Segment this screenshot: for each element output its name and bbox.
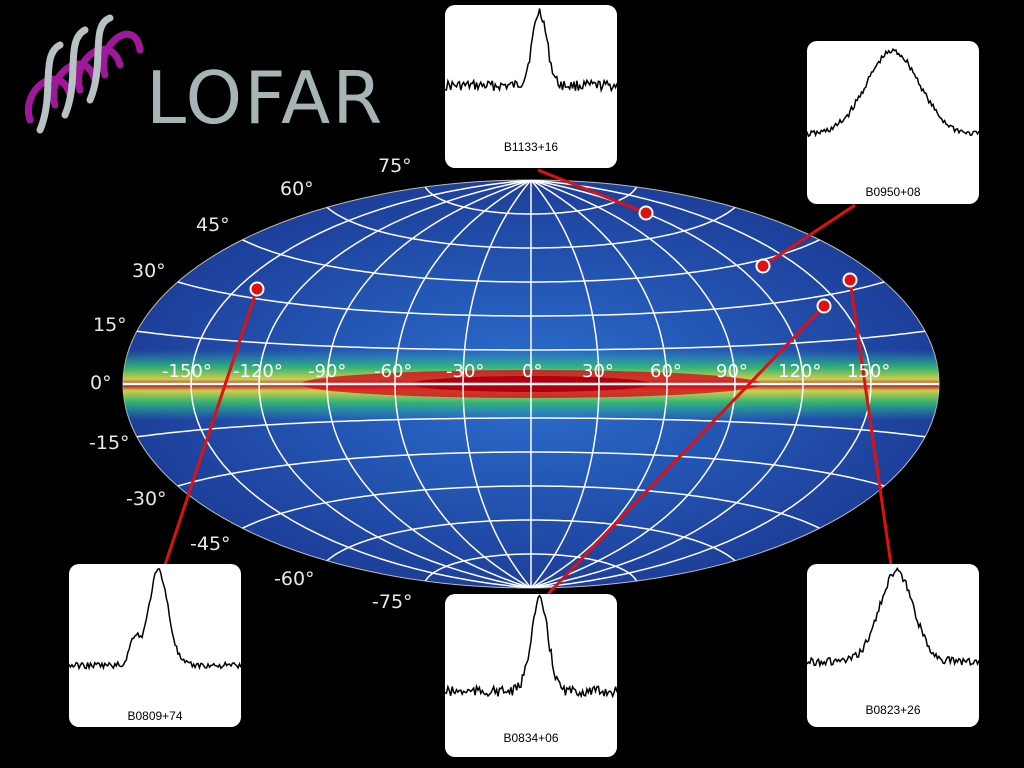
lat-label-m15: -15° — [89, 432, 130, 454]
connector-line — [546, 304, 826, 596]
lat-label-60: 60° — [280, 178, 314, 200]
pulse-profile-inset: B0823+26 — [807, 564, 979, 727]
lon-label-150: 150° — [847, 361, 891, 382]
lat-label-0: 0° — [90, 372, 112, 394]
pulsar-name: B1133+16 — [503, 140, 559, 154]
lon-label-90: 90° — [716, 361, 748, 382]
lon-label-m90: -90° — [308, 361, 347, 382]
pulse-profile-trace — [807, 567, 979, 669]
longitude-gridline — [530, 180, 600, 588]
pulsar-marker — [842, 272, 858, 288]
pulsar-marker — [638, 205, 654, 221]
pulsar-connectors — [163, 168, 893, 596]
lon-label-120: 120° — [778, 361, 822, 382]
lat-label-45: 45° — [196, 214, 230, 236]
lon-label-m150: -150° — [162, 361, 212, 382]
pulse-profile-inset: B0834+06 — [445, 594, 617, 757]
lon-label-m120: -120° — [233, 361, 283, 382]
pulsar-marker — [755, 258, 771, 274]
longitude-gridline — [530, 180, 668, 588]
longitude-gridline — [258, 180, 532, 588]
lon-label-m30: -30° — [446, 361, 485, 382]
lat-label-15: 15° — [93, 314, 127, 336]
lon-label-30: 30° — [582, 361, 614, 382]
longitude-gridline — [530, 180, 736, 588]
pulsar-name: B0950+08 — [865, 185, 921, 199]
lat-label-30: 30° — [132, 260, 166, 282]
longitude-gridline — [530, 180, 804, 588]
lat-label-m30: -30° — [126, 488, 167, 510]
pulsar-marker — [249, 281, 265, 297]
pulsar-name: B0834+06 — [503, 731, 559, 745]
pulsar-marker — [816, 298, 832, 314]
connector-line — [163, 288, 259, 566]
longitude-gridline — [462, 180, 532, 588]
connector-line — [848, 279, 893, 566]
pulse-profile-trace — [807, 47, 979, 138]
lat-label-75: 75° — [378, 155, 412, 177]
lon-label-60: 60° — [650, 361, 682, 382]
longitude-gridline — [530, 180, 872, 588]
lon-label-m60: -60° — [374, 361, 413, 382]
pulse-profile-trace — [445, 8, 617, 94]
pulse-profile-inset: B0809+74 — [69, 564, 241, 727]
longitude-gridline — [326, 180, 532, 588]
longitude-gridline — [394, 180, 532, 588]
pulse-profile-trace — [69, 568, 241, 671]
longitude-gridline — [190, 180, 532, 588]
pulse-profile-inset: B0950+08 — [807, 41, 979, 204]
connector-line — [762, 203, 856, 268]
lat-label-m45: -45° — [190, 533, 231, 555]
pulsar-name: B0809+74 — [127, 709, 183, 723]
lat-label-m60: -60° — [274, 568, 315, 590]
connector-line — [537, 168, 647, 215]
pulsar-name: B0823+26 — [865, 703, 921, 717]
lat-label-m75: -75° — [372, 591, 413, 613]
pulse-profile-trace — [445, 594, 617, 699]
lofar-helix-logo — [24, 14, 144, 134]
lofar-logo-text: LOFAR — [146, 56, 385, 140]
pulse-profile-inset: B1133+16 — [445, 5, 617, 168]
lon-label-0: 0° — [522, 361, 543, 382]
all-sky-map — [122, 179, 940, 589]
